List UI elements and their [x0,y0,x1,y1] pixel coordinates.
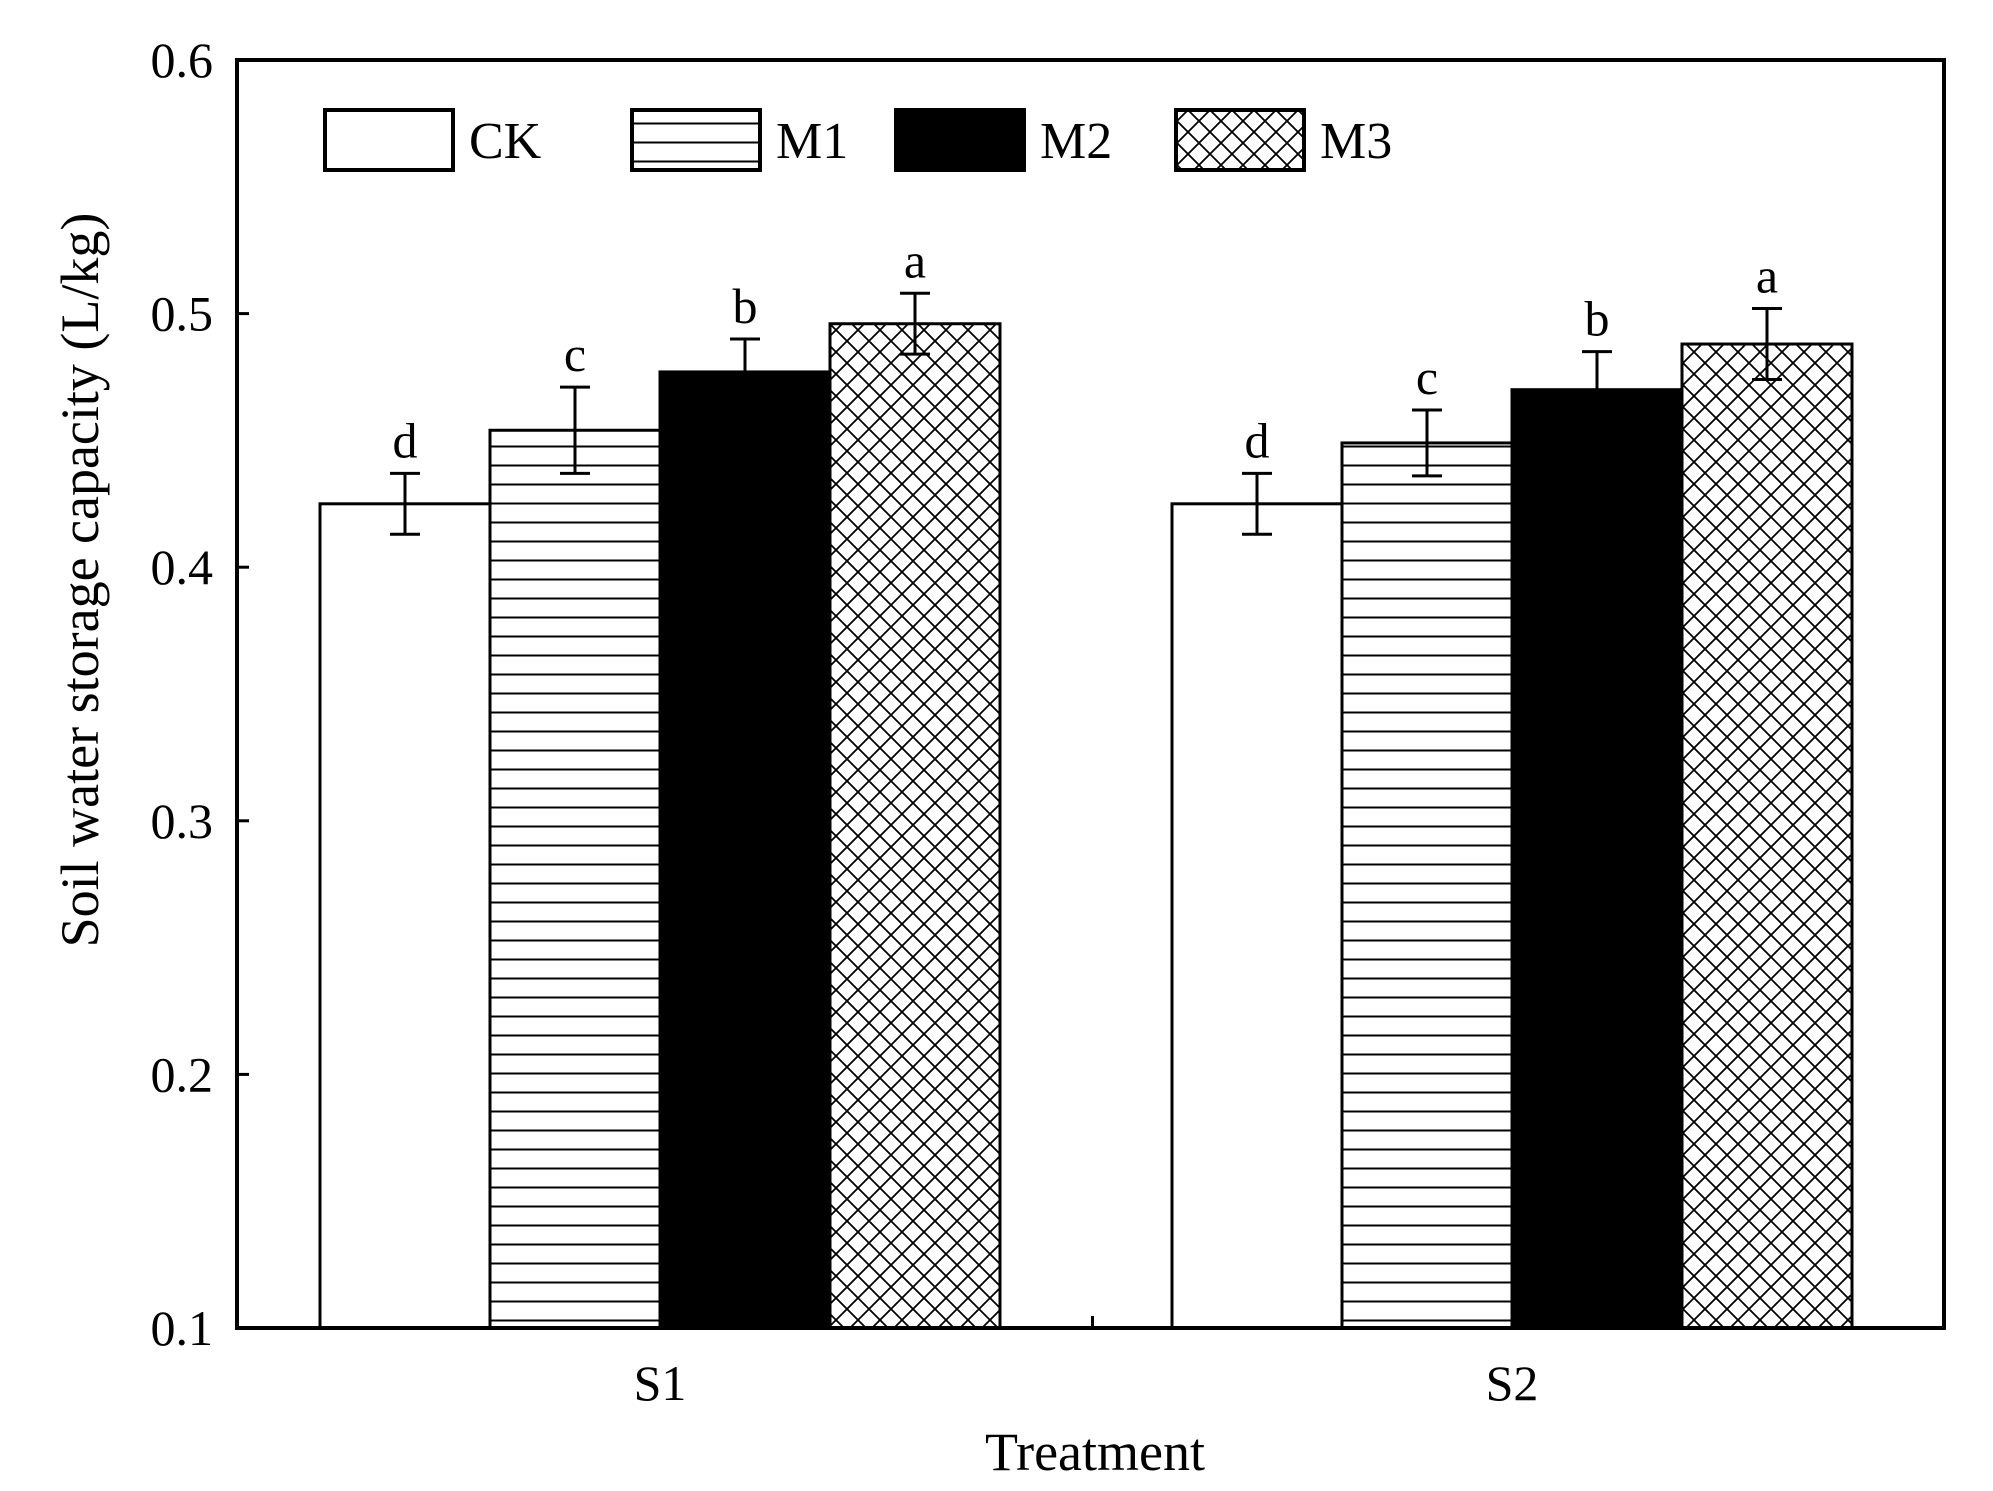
bar-m2-s2 [1510,388,1684,1330]
error-bar-m3-s2 [1752,307,1782,382]
x-tick-label-s2: S2 [1486,1355,1539,1411]
legend-label-m1: M1 [776,113,848,170]
significance-label-m3-s1: a [904,232,926,288]
error-bar-ck-s2 [1242,471,1272,536]
bar-m2-s1 [658,370,832,1330]
legend-item-m3: M3 [1174,108,1392,172]
significance-label-ck-s2: d [1245,412,1270,468]
x-tick-label-s1: S1 [634,1355,687,1411]
error-bar-m2-s2 [1582,350,1612,430]
bar-m3-s2 [1680,342,1854,1330]
significance-label-m1-s1: c [564,326,586,382]
legend-swatch-ck [323,108,455,172]
legend: CK M1 M2 M3 [323,108,1392,172]
bar-m1-s2 [1340,441,1514,1330]
bar-ck-s1 [318,502,492,1330]
significance-label-m2-s1: b [733,278,758,334]
y-tick-label: 0.5 [151,286,214,342]
x-axis-title: Treatment [985,1422,1205,1482]
legend-swatch-m1 [630,108,762,172]
significance-labels-layer: d c b a d c b a [393,232,1779,468]
significance-label-m2-s2: b [1585,291,1610,347]
error-bar-m3-s1 [900,291,930,356]
y-tick-label: 0.2 [151,1046,214,1102]
error-bar-m1-s2 [1412,408,1442,478]
significance-label-m1-s2: c [1416,349,1438,405]
bar-m3-s1 [828,322,1002,1330]
y-tick-label: 0.3 [151,793,214,849]
y-axis-ticks: 0.1 0.2 0.3 0.4 0.5 0.6 [151,32,249,1356]
significance-label-m3-s2: a [1756,248,1778,304]
plot-frame [235,58,1946,1330]
bar-ck-s2 [1170,502,1344,1330]
error-bar-m2-s1 [730,337,760,407]
error-bars-layer [390,291,1782,536]
legend-item-ck: CK [323,108,542,172]
significance-label-ck-s1: d [393,412,418,468]
bars-layer [318,322,1854,1330]
legend-swatch-m2 [894,108,1026,172]
legend-swatch-m3 [1174,108,1306,172]
y-axis-title: Soil water storage capacity (L/kg) [50,213,110,948]
error-bar-ck-s1 [390,471,420,536]
x-axis-ticks: S1 S2 [634,1316,1539,1411]
legend-label-m3: M3 [1320,113,1392,170]
error-bar-m1-s1 [560,385,590,475]
y-tick-label: 0.6 [151,32,214,88]
legend-item-m2: M2 [894,108,1112,172]
legend-item-m1: M1 [630,108,848,172]
bar-m1-s1 [488,428,662,1330]
legend-label-m2: M2 [1040,113,1112,170]
legend-label-ck: CK [469,113,542,170]
y-tick-label: 0.1 [151,1300,214,1356]
y-tick-label: 0.4 [151,539,214,595]
